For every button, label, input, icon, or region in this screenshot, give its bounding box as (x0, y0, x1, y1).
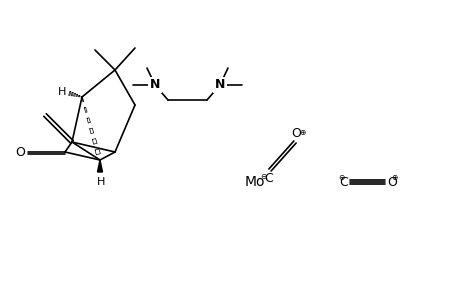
Text: O: O (291, 127, 300, 140)
Text: ⊖: ⊖ (259, 172, 266, 181)
Text: H: H (96, 177, 105, 187)
Text: O: O (386, 176, 396, 188)
Text: N: N (214, 79, 225, 92)
Text: Mo: Mo (244, 175, 265, 189)
Polygon shape (97, 160, 102, 172)
Text: C: C (264, 172, 273, 185)
Text: N: N (150, 79, 160, 92)
Text: H: H (58, 87, 66, 97)
Text: C: C (339, 176, 347, 188)
Text: ⊕: ⊕ (298, 128, 304, 137)
Text: O: O (15, 146, 25, 158)
Text: ⊖: ⊖ (337, 172, 343, 182)
Text: ⊕: ⊕ (390, 172, 396, 182)
